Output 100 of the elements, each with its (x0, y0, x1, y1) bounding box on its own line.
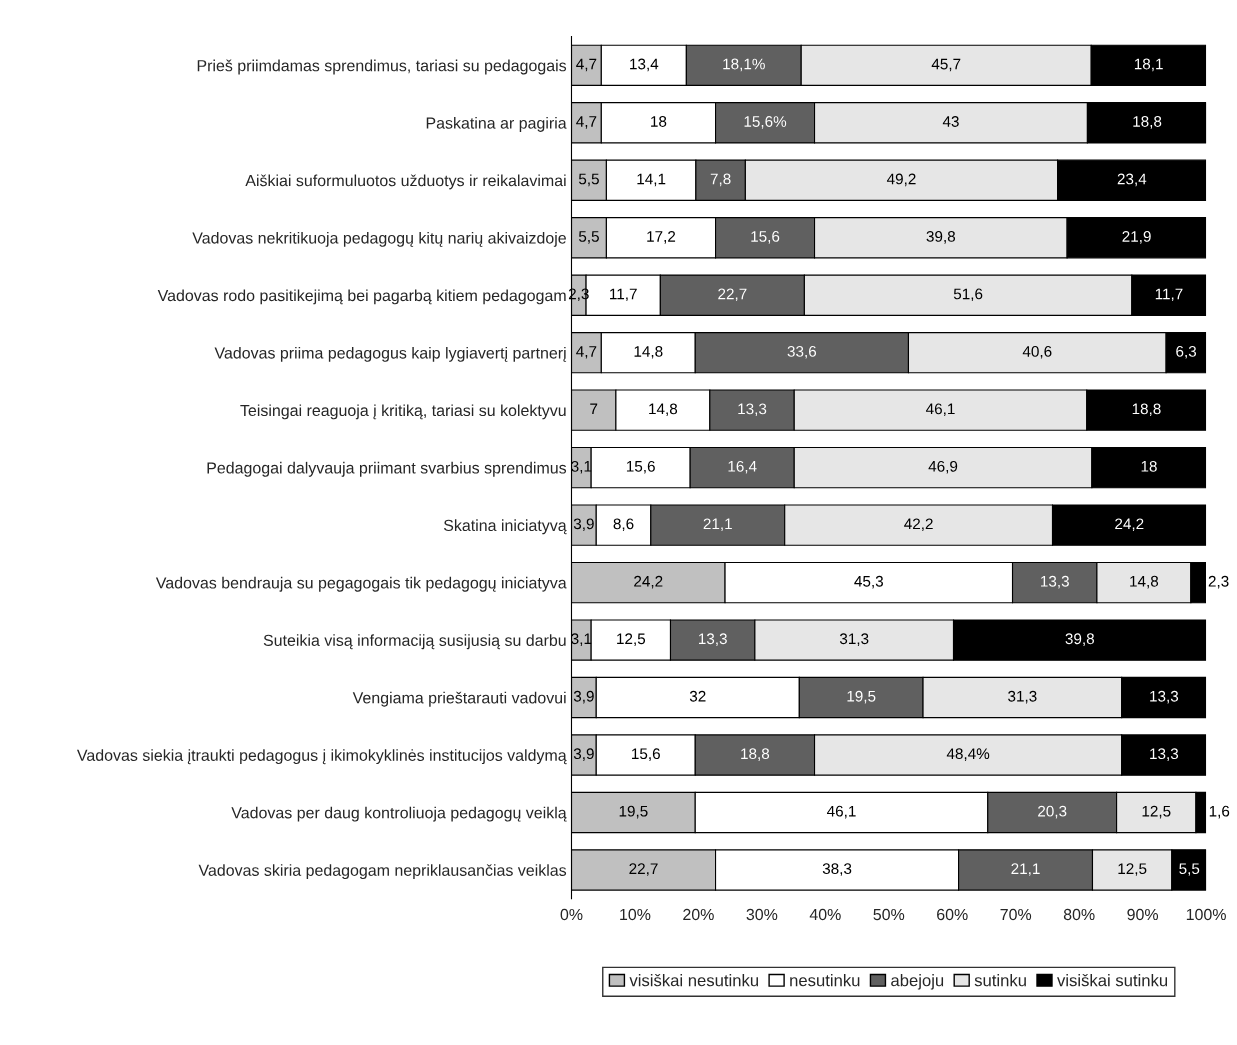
data-label: 45,3 (854, 575, 883, 589)
data-label: 5,5 (578, 173, 599, 187)
legend-label: visiškai sutinku (1057, 973, 1168, 987)
data-label: 32 (689, 690, 706, 702)
data-label: 13,3 (738, 403, 767, 417)
data-label: 23,4 (1117, 173, 1147, 187)
data-label: 11,7 (1155, 288, 1183, 302)
y-tick-label: Suteikia visą informaciją susijusią su darbu (263, 634, 566, 650)
data-label: 3,9 (573, 518, 594, 532)
data-label: 19,5 (619, 805, 648, 819)
x-tick-label: 70% (1000, 908, 1032, 921)
y-tick-label: Skatina iniciatyvą (443, 519, 567, 535)
data-label: 12,5 (617, 633, 646, 646)
y-tick-label: Pedagogai dalyvauja priimant svarbius sprendimus (207, 461, 567, 477)
data-label: 40,6 (1022, 345, 1052, 359)
data-label: 13,3 (1150, 690, 1179, 704)
data-label: 11,7 (610, 288, 637, 302)
data-label: 45,7 (931, 58, 961, 72)
data-label: 24,2 (634, 575, 663, 589)
data-label: 13,4 (630, 58, 659, 72)
data-label: 42,2 (904, 518, 933, 532)
data-label: 3,9 (573, 690, 594, 704)
y-tick-label: Vadovas nekritikuoja pedagogų kitų narių akivaizdoje (192, 231, 566, 247)
data-label: 21,1 (1011, 863, 1040, 876)
data-label: 18,8 (1132, 403, 1161, 417)
y-tick-label: Paskatina ar pagiria (426, 117, 567, 132)
legend-label: abejoju (891, 974, 944, 990)
y-tick-label: Vengiama prieštarauti vadovui (352, 691, 566, 707)
y-tick-label: Vadovas bendrauja su pegagogais tik pedagogų iniciatyva (155, 576, 567, 592)
data-label: 43 (942, 116, 959, 127)
data-label: 21,9 (1122, 231, 1151, 244)
legend-label: visiškai nesutinku (629, 973, 758, 987)
data-label: 19,5 (847, 690, 876, 704)
x-tick-label: 30% (746, 908, 778, 921)
data-label: 18,8 (741, 748, 770, 761)
data-label: 4,7 (576, 58, 597, 72)
x-tick-label: 90% (1127, 908, 1159, 921)
data-label: 31,3 (839, 633, 869, 646)
data-label: 14,8 (634, 345, 663, 359)
data-label: 4,7 (576, 346, 597, 359)
data-label: 48,4% (946, 748, 990, 761)
data-label: 46,1 (826, 805, 856, 819)
legend-label: nesutinku (790, 974, 860, 987)
data-label: 12,5 (1142, 805, 1171, 819)
data-label: 4,7 (576, 116, 597, 129)
data-label: 18 (651, 116, 667, 127)
data-label: 51,6 (953, 288, 983, 302)
y-tick-label: Vadovas siekia įtraukti pedagogus į ikimokyklinės institucijos valdymą (76, 749, 567, 765)
data-label: 31,3 (1008, 690, 1037, 704)
x-tick-label: 10% (620, 908, 651, 921)
data-label: 14,1 (637, 173, 666, 187)
data-label: 13,3 (1041, 575, 1069, 589)
data-label: 13,3 (698, 633, 727, 646)
data-label: 18,8 (1133, 116, 1162, 129)
data-label: 7 (590, 403, 598, 415)
data-label: 22,7 (718, 288, 747, 302)
y-tick-label: Vadovas skiria pedagogam nepriklausančias veiklas (198, 864, 567, 880)
data-label: 3,9 (573, 748, 594, 761)
data-label: 46,1 (925, 403, 955, 417)
data-label: 15,6 (751, 231, 780, 244)
x-tick-label: 20% (683, 908, 714, 921)
x-tick-label: 40% (809, 908, 841, 921)
y-tick-label: Vadovas priima pedagogus kaip lygiavertį partnerį (214, 346, 567, 362)
data-label: 12,5 (1118, 863, 1147, 876)
x-tick-label: 0% (560, 908, 583, 921)
data-label: 16,4 (728, 460, 757, 474)
data-label: 1,6 (1209, 805, 1230, 819)
data-label: 18,1 (1134, 58, 1163, 72)
y-tick-label: Vadovas rodo pasitikejimą bei pagarbą kitiem pedagogam (157, 289, 566, 305)
data-label: 22,7 (629, 863, 658, 876)
data-label: 49,2 (886, 173, 916, 187)
data-label: 18,1% (723, 58, 765, 72)
data-label: 15,6 (626, 460, 655, 474)
data-label: 5,5 (578, 231, 599, 244)
x-tick-label: 60% (937, 908, 968, 921)
data-label: 15,6% (744, 116, 787, 129)
data-label: 46,9 (928, 460, 958, 474)
data-label: 17,2 (647, 231, 676, 244)
data-label: 14,8 (1130, 575, 1159, 589)
data-label: 39,8 (926, 231, 956, 244)
data-label: 20,3 (1038, 805, 1067, 819)
data-label: 18 (1141, 460, 1157, 472)
y-tick-label: Vadovas per daug kontroliuoja pedagogų veiklą (231, 806, 567, 822)
x-tick-label: 80% (1063, 908, 1095, 921)
data-label: 2,3 (1208, 575, 1229, 589)
data-label: 38,3 (822, 863, 852, 876)
data-label: 8,6 (613, 518, 634, 532)
data-label: 24,2 (1115, 518, 1144, 532)
x-tick-label: 50% (873, 908, 905, 921)
data-label: 14,8 (649, 403, 678, 417)
data-label: 39,8 (1065, 633, 1094, 646)
data-label: 13,3 (1150, 748, 1179, 761)
data-label: 6,3 (1176, 345, 1197, 359)
data-label: 5,5 (1179, 863, 1200, 876)
y-tick-label: Prieš priimdamas sprendimus, tariasi su pedagogais (197, 59, 567, 75)
legend-label: sutinku (974, 974, 1026, 987)
y-tick-label: Aiškiai suformuluotos užduotys ir reikalavimai (245, 174, 566, 190)
y-tick-label: Teisingai reaguoja į kritiką, tariasi su kolektyvu (240, 404, 566, 420)
data-label: 21,1 (703, 518, 732, 532)
data-label: 7,8 (710, 173, 731, 187)
